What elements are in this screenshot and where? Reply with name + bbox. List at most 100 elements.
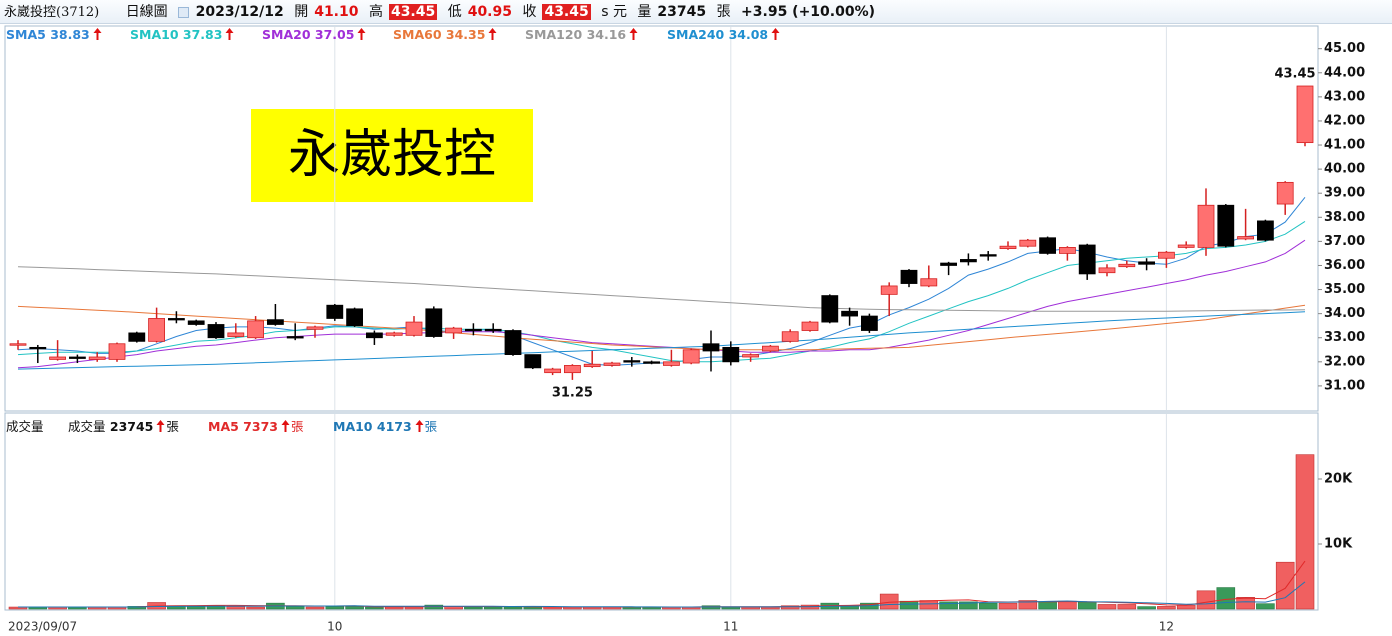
candle-body [346, 308, 364, 327]
candle-body [49, 356, 66, 360]
candle-body [1019, 239, 1037, 247]
currency: s 元 [601, 4, 627, 20]
y-tick-label: 35.00 [1324, 282, 1365, 297]
volume-bar [345, 606, 364, 610]
volume-bar [1275, 561, 1295, 610]
y-tick-label: 10K [1324, 537, 1353, 552]
volume-panel [4, 412, 1319, 611]
open: 41.10 [314, 4, 359, 20]
candle-body [960, 259, 977, 263]
up-arrow [156, 420, 165, 432]
candle-body [801, 321, 819, 331]
up-arrow-shape [771, 28, 780, 40]
volume-bar [226, 606, 246, 610]
legend-value: 23745 [109, 419, 154, 434]
legend-value: 4173 [376, 419, 412, 434]
candle-body [286, 336, 304, 339]
legend-item: MA5 7373 張 [208, 416, 303, 435]
candle-body [504, 330, 522, 355]
candle-body [1039, 237, 1056, 254]
up-arrow [415, 420, 424, 432]
candle-body [227, 332, 245, 337]
volume-bar [919, 600, 939, 610]
legend-value: 34.08 [728, 27, 769, 42]
close: 43.45 [542, 4, 591, 20]
candle-body [623, 360, 641, 363]
up-arrow-shape [281, 420, 290, 432]
candle-body [940, 262, 957, 266]
volume-bar [1295, 454, 1315, 610]
candle-body [69, 356, 86, 359]
legend-name: MA10 [333, 419, 373, 434]
up-arrow-shape [357, 28, 366, 40]
volume-bar [285, 606, 305, 610]
candle-body [880, 285, 898, 295]
up-arrow [771, 28, 780, 40]
candle-body [722, 346, 740, 363]
legend-name: SMA20 [262, 27, 311, 42]
volume-bar [1077, 601, 1097, 610]
candle-body [781, 331, 799, 342]
title-box [251, 109, 533, 202]
candle-body [564, 365, 581, 374]
high-label: 高 [368, 4, 383, 20]
y-tick-label: 36.00 [1324, 258, 1365, 273]
up-arrow [281, 420, 290, 432]
legend-unit: 張 [166, 419, 179, 434]
x-tick-label: 2023/09/07 [8, 620, 77, 634]
candle-body [306, 326, 324, 330]
y-tick-label: 43.00 [1324, 89, 1365, 104]
candle-body [187, 320, 205, 325]
legend-name: 成交量 [68, 419, 106, 434]
low: 40.95 [467, 4, 512, 20]
legend-item: SMA120 34.16 [525, 27, 639, 42]
ma-line [17, 266, 1306, 312]
chart-title: 永崴投控 [288, 125, 496, 185]
candle-body [900, 269, 918, 284]
checkbox[interactable] [178, 6, 190, 18]
legend-value: 34.16 [586, 27, 627, 42]
candle-body [643, 361, 660, 364]
candle-body [979, 254, 997, 257]
y-tick-label: 34.00 [1324, 306, 1365, 321]
volume-bar [939, 601, 958, 610]
volume-ma-line [18, 581, 1306, 608]
up-arrow [357, 28, 366, 40]
y-tick-label: 38.00 [1324, 210, 1365, 225]
legend-item: SMA20 37.05 [262, 27, 367, 42]
candle-body [682, 349, 700, 364]
candle-body [821, 295, 839, 323]
candle-body [1237, 236, 1254, 240]
volume-bar [1196, 590, 1216, 610]
legend-item: MA10 4173 張 [333, 416, 437, 435]
candle-body [108, 343, 126, 360]
candle-body [999, 245, 1017, 250]
legend-name: SMA60 [393, 27, 442, 42]
y-tick-label: 40.00 [1324, 162, 1365, 177]
candle-body [583, 363, 601, 368]
volume-bar [1038, 601, 1057, 610]
legend-name: SMA120 [525, 27, 583, 42]
volume-bar [998, 602, 1018, 610]
candle-body [29, 346, 47, 350]
candle-body [326, 304, 344, 319]
volume-bar [384, 606, 404, 610]
volume-legend: 成交量 成交量 23745 張 MA5 7373 張 MA10 4173 張 [6, 416, 606, 435]
volume-bar [325, 606, 345, 610]
candle-body [1296, 85, 1314, 144]
legend-value: 38.83 [50, 27, 90, 42]
candle-body [247, 320, 265, 339]
y-tick-label: 44.00 [1324, 65, 1365, 80]
period: 日線圖 [125, 4, 168, 20]
candle-body [603, 362, 621, 366]
candle-body [841, 310, 858, 317]
volume-bar [1097, 604, 1117, 610]
volume-bar [1216, 587, 1236, 610]
up-arrow [629, 28, 638, 40]
legend-name: MA5 [208, 419, 239, 434]
candle-body [1257, 220, 1274, 241]
open-label: 開 [294, 4, 309, 20]
x-tick-label: 10 [327, 620, 342, 634]
stock-name: 永崴投控(3712) [4, 5, 100, 20]
up-arrow [225, 28, 234, 40]
